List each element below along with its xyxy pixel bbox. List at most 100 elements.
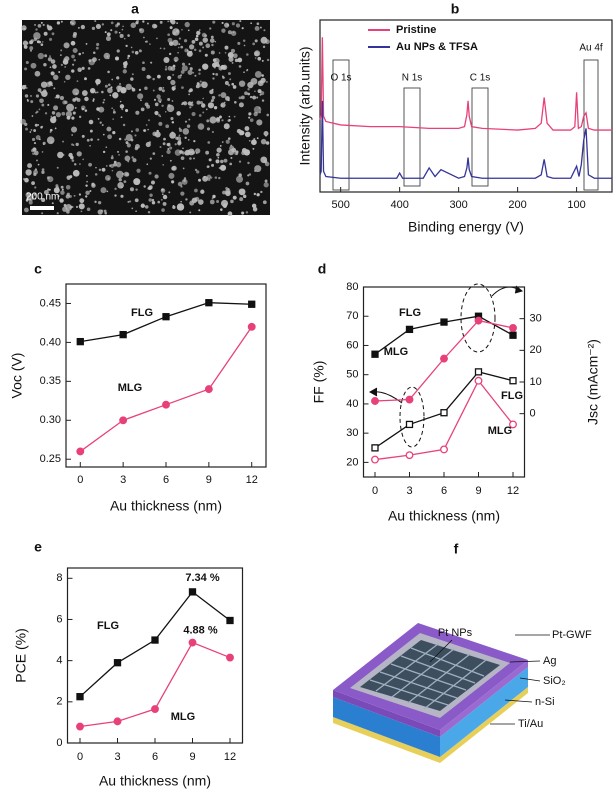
nanoparticle	[35, 135, 41, 140]
nanoparticle	[37, 124, 40, 126]
nanoparticle	[180, 45, 184, 49]
nanoparticle	[141, 67, 146, 71]
nanoparticle	[213, 105, 218, 110]
nanoparticle	[36, 110, 39, 114]
nanoparticle	[101, 90, 104, 94]
nanoparticle	[231, 61, 234, 64]
marker	[474, 376, 483, 385]
marker	[76, 722, 84, 731]
x-tick-label: 500	[331, 199, 349, 211]
nanoparticle	[54, 127, 57, 130]
nanoparticle	[211, 43, 214, 47]
nanoparticle	[131, 156, 134, 159]
nanoparticle	[254, 39, 258, 43]
nanoparticle	[207, 178, 211, 181]
layer-label: Pt NPs	[438, 627, 473, 639]
nanoparticle	[156, 94, 161, 99]
nanoparticle	[172, 205, 175, 207]
nanoparticle	[43, 31, 48, 36]
nanoparticle	[60, 54, 62, 56]
nanoparticle	[227, 51, 234, 58]
nanoparticle	[229, 162, 233, 166]
nanoparticle	[86, 180, 89, 183]
nanoparticle	[154, 174, 159, 179]
nanoparticle	[135, 21, 139, 25]
nanoparticle	[81, 134, 85, 138]
nanoparticle	[124, 155, 131, 162]
nanoparticle	[169, 146, 173, 150]
nanoparticle	[130, 77, 134, 81]
nanoparticle	[90, 88, 96, 94]
nanoparticle	[168, 52, 172, 56]
nanoparticle	[219, 164, 227, 171]
nanoparticle	[153, 24, 158, 29]
nanoparticle	[110, 29, 113, 32]
nanoparticle	[101, 23, 105, 26]
nanoparticle	[96, 91, 99, 94]
nanoparticle	[238, 173, 242, 177]
nanoparticle	[101, 167, 106, 172]
nanoparticle	[47, 25, 53, 31]
nanoparticle	[220, 208, 223, 212]
marker	[76, 447, 85, 456]
nanoparticle	[218, 52, 221, 54]
nanoparticle	[34, 197, 37, 200]
nanoparticle	[196, 100, 201, 105]
nanoparticle	[153, 98, 157, 101]
nanoparticle	[114, 187, 117, 191]
nanoparticle	[98, 168, 102, 172]
nanoparticle	[198, 83, 202, 88]
panel-label: b	[451, 1, 460, 17]
y-tick-label: 0.40	[40, 336, 61, 348]
nanoparticle	[193, 157, 195, 160]
peak-label: Au 4f	[579, 43, 603, 54]
marker	[113, 659, 122, 667]
nanoparticle	[161, 104, 164, 108]
nanoparticle	[62, 206, 68, 212]
nanoparticle	[78, 115, 82, 119]
nanoparticle	[71, 54, 75, 59]
nanoparticle	[122, 123, 126, 127]
nanoparticle	[43, 62, 47, 67]
nanoparticle	[95, 166, 97, 169]
nanoparticle	[81, 90, 88, 96]
nanoparticle	[238, 96, 242, 100]
nanoparticle	[131, 50, 135, 54]
nanoparticle	[60, 20, 63, 23]
nanoparticle	[110, 21, 114, 25]
layer-label: Ag	[543, 655, 556, 667]
nanoparticle	[254, 165, 262, 173]
marker	[371, 397, 379, 405]
nanoparticle	[263, 182, 269, 188]
nanoparticle	[105, 146, 108, 149]
nanoparticle	[47, 188, 50, 191]
guides	[368, 283, 524, 448]
nanoparticle	[73, 59, 76, 62]
nanoparticle	[106, 190, 109, 193]
nanoparticle	[252, 42, 256, 46]
x-tick-label: 0	[77, 751, 83, 763]
nanoparticle	[151, 198, 155, 202]
nanoparticle	[167, 97, 171, 102]
nanoparticle	[134, 50, 139, 55]
nanoparticle	[77, 26, 80, 29]
nanoparticle	[214, 40, 217, 43]
nanoparticle	[162, 142, 166, 146]
nanoparticle	[221, 28, 226, 33]
nanoparticle	[250, 22, 253, 25]
nanoparticle	[113, 109, 115, 111]
nanoparticle	[227, 119, 231, 122]
nanoparticle	[55, 94, 60, 99]
nanoparticle	[176, 136, 182, 141]
nanoparticle	[246, 53, 249, 56]
nanoparticle	[105, 165, 108, 167]
series-label: MLG	[171, 711, 195, 723]
nanoparticle	[61, 188, 64, 191]
nanoparticle	[154, 110, 159, 116]
nanoparticle	[47, 57, 53, 62]
nanoparticle	[171, 166, 176, 171]
nanoparticle	[156, 129, 159, 133]
nanoparticle	[118, 154, 120, 156]
nanoparticle	[169, 159, 172, 162]
nanoparticle	[94, 173, 98, 176]
